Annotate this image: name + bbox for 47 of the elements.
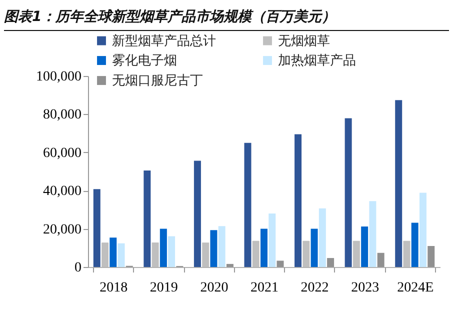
x-tick-label: 2019	[150, 280, 178, 296]
bar	[218, 226, 226, 267]
x-tick-label: 2018	[100, 280, 128, 296]
bar	[210, 230, 218, 267]
bar	[344, 118, 352, 267]
bar	[395, 100, 402, 267]
bar	[252, 240, 260, 267]
y-tick-label: 40,000	[43, 184, 82, 200]
bar	[110, 238, 117, 267]
legend-label: 雾化电子烟	[112, 54, 177, 68]
bar	[302, 240, 310, 267]
y-tick-label: 20,000	[43, 222, 82, 238]
x-tick-label: 2023	[351, 280, 380, 296]
y-tick-label: 100,000	[36, 70, 82, 84]
legend-label: 新型烟草产品总计	[112, 34, 216, 49]
legend-label: 无烟烟草	[278, 34, 330, 49]
y-tick-label: 0	[74, 260, 82, 276]
legend-label: 加热烟草产品	[278, 54, 356, 68]
bar	[93, 189, 100, 267]
bar	[294, 134, 302, 267]
x-tick-label: 2020	[200, 280, 228, 296]
bar	[268, 214, 276, 267]
bar	[202, 242, 210, 267]
bar	[318, 208, 326, 267]
x-tick-label: 2022	[300, 280, 329, 296]
bar	[168, 236, 176, 267]
bar	[361, 226, 368, 267]
bar	[144, 170, 151, 267]
bar	[411, 222, 418, 267]
y-tick-label: 60,000	[43, 146, 82, 161]
bar	[310, 228, 318, 267]
bar	[244, 142, 252, 267]
legend-label: 无烟口服尼古丁	[112, 74, 203, 88]
bar	[352, 240, 360, 267]
bar	[194, 160, 201, 267]
bar	[118, 243, 125, 267]
x-tick-label: 2024E	[397, 280, 434, 296]
bar	[369, 201, 376, 267]
bar	[160, 228, 167, 267]
chart-title: 图表1：历年全球新型烟草产品市场规模（百万美元）	[4, 8, 449, 31]
bar	[403, 240, 410, 267]
bar	[152, 242, 159, 267]
bar	[260, 228, 268, 267]
y-tick-label: 80,000	[43, 108, 82, 123]
x-tick-label: 2021	[250, 280, 278, 296]
bar	[419, 192, 426, 267]
bar	[102, 242, 109, 267]
